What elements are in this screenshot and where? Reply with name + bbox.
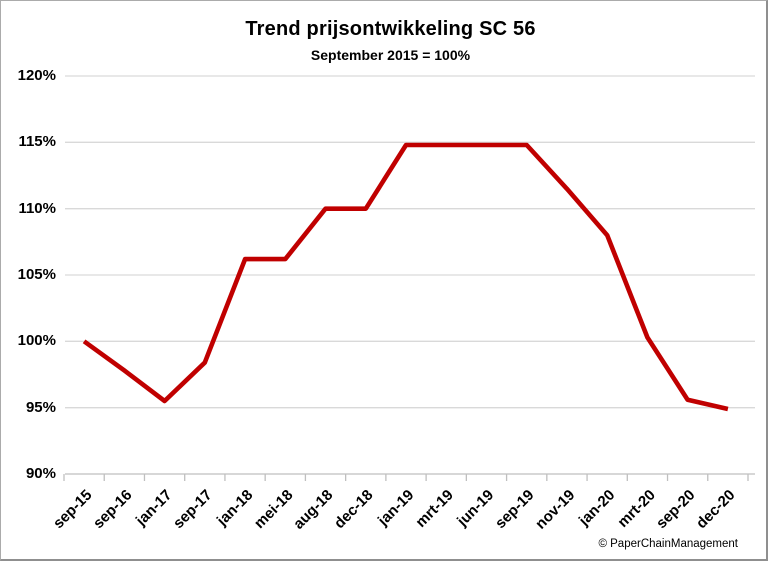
y-axis-label: 90% <box>25 465 56 482</box>
y-axis-label: 105% <box>17 266 56 283</box>
copyright-label: © PaperChainManagement <box>598 538 738 550</box>
y-axis-label: 95% <box>25 398 56 416</box>
y-axis-label: 110% <box>18 199 56 217</box>
chart-subtitle: September 2015 = 100% <box>310 47 471 63</box>
price-trend-line <box>82 142 729 412</box>
chart-title: Trend prijsontwikkeling SC 56 <box>245 18 536 40</box>
y-axis-label: 120% <box>17 67 56 84</box>
y-axis-label: 115% <box>18 133 56 151</box>
y-axis-label: 100% <box>17 332 56 350</box>
